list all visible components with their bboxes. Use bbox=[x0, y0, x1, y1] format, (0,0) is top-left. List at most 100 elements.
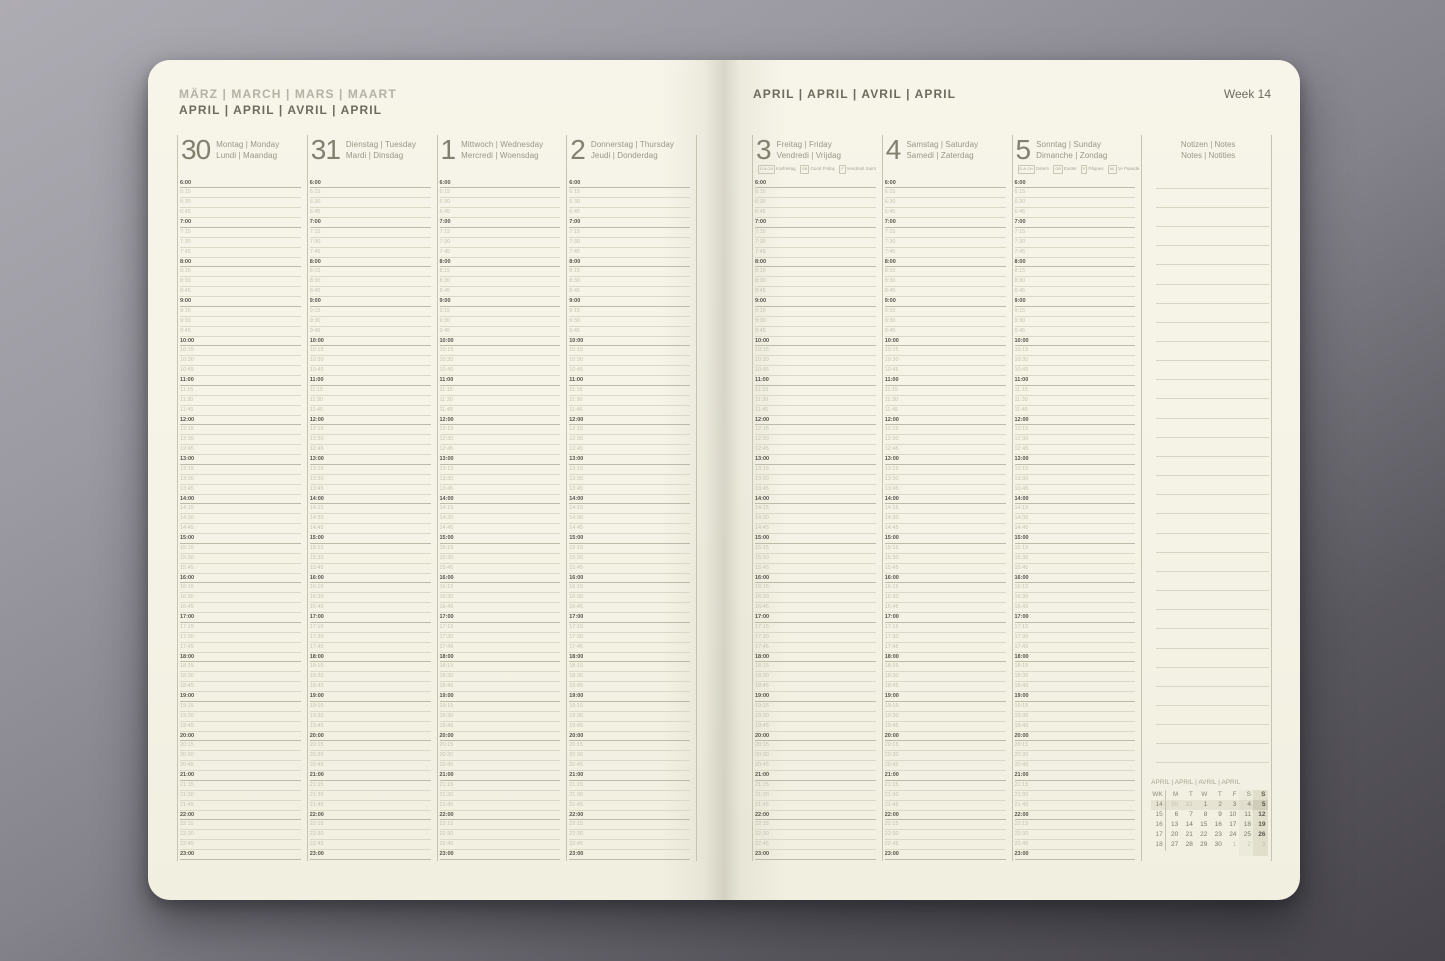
holiday-name: Good Friday bbox=[810, 166, 836, 171]
time-label: 10:15 bbox=[309, 347, 324, 354]
time-label: 20:15 bbox=[309, 742, 324, 749]
time-slot-row: 12:30 bbox=[755, 435, 876, 446]
time-label: 21:45 bbox=[439, 801, 454, 808]
time-label: 10:45 bbox=[569, 367, 584, 374]
time-label: 13:15 bbox=[439, 465, 454, 472]
notes-title-line1: Notizen | Notes bbox=[1180, 140, 1236, 149]
time-label: 20:45 bbox=[1014, 762, 1029, 769]
time-label: 12:15 bbox=[1014, 426, 1029, 433]
time-label: 15:00 bbox=[1014, 535, 1029, 541]
cal-day-cell: 2 bbox=[1209, 799, 1225, 810]
time-slot-row: 8:15 bbox=[309, 267, 431, 278]
time-label: 19:30 bbox=[309, 712, 324, 719]
time-label: 21:30 bbox=[439, 791, 454, 798]
time-slot-row: 21:15 bbox=[439, 781, 561, 791]
cal-day-cell: 2 bbox=[1238, 840, 1254, 851]
time-slot-row: 18:30 bbox=[755, 672, 876, 683]
time-label: 9:15 bbox=[569, 307, 580, 314]
time-slot-row: 13:30 bbox=[180, 475, 301, 485]
time-slot-row: 10:15 bbox=[439, 346, 561, 357]
time-slot-row: 20:45 bbox=[1014, 761, 1136, 771]
time-slot-row: 22:45 bbox=[1014, 840, 1136, 850]
time-slot-row: 7:30 bbox=[439, 238, 561, 248]
time-slot-row: 19:15 bbox=[1014, 702, 1136, 712]
time-slot-row: 16:30 bbox=[309, 593, 431, 604]
time-slot-row: 20:00 bbox=[439, 732, 561, 742]
cal-day-cell: 21 bbox=[1185, 831, 1193, 839]
time-label: 8:45 bbox=[884, 288, 896, 295]
time-label: 11:15 bbox=[180, 386, 194, 393]
time-slot-row: 15:30 bbox=[439, 554, 561, 564]
time-label: 23:00 bbox=[309, 851, 324, 857]
time-slot-row: 19:30 bbox=[439, 712, 561, 722]
time-slot-row: 14:30 bbox=[1014, 514, 1136, 525]
time-slot-row: 12:15 bbox=[309, 425, 431, 436]
time-label: 13:15 bbox=[1014, 465, 1029, 472]
time-label: 9:30 bbox=[180, 317, 191, 324]
time-label: 15:30 bbox=[180, 554, 194, 561]
time-label: 19:30 bbox=[439, 712, 454, 719]
time-label: 15:45 bbox=[439, 564, 454, 571]
day-header-row: 2 Donnerstag | Thursday Jeudi | Donderdag bbox=[570, 136, 696, 164]
time-slot-row: 18:00 bbox=[884, 653, 1006, 663]
time-label: 6:45 bbox=[439, 209, 451, 216]
time-label: 19:15 bbox=[569, 702, 584, 709]
time-slot-row: 15:30 bbox=[755, 554, 876, 564]
time-slot-row: 7:15 bbox=[755, 228, 876, 238]
time-slot-row: 22:00 bbox=[884, 811, 1006, 821]
time-label: 17:15 bbox=[1014, 623, 1029, 630]
time-label: 14:45 bbox=[439, 525, 454, 532]
time-label: 14:00 bbox=[439, 495, 454, 502]
day-number: 30 bbox=[181, 134, 211, 165]
time-slot-row: 13:30 bbox=[755, 475, 876, 485]
time-slot-row: 20:15 bbox=[569, 741, 690, 752]
holiday-name: Easter bbox=[1063, 166, 1077, 171]
time-label: 18:30 bbox=[309, 673, 324, 680]
time-label: 10:30 bbox=[755, 357, 769, 364]
time-label: 20:15 bbox=[1014, 742, 1029, 749]
time-slot-row: 16:15 bbox=[884, 583, 1006, 594]
time-slot-row: 15:45 bbox=[884, 564, 1006, 574]
time-slot-row: 6:45 bbox=[755, 208, 876, 218]
time-slot-row: 18:30 bbox=[309, 672, 431, 683]
time-slot-row: 9:30 bbox=[884, 317, 1006, 327]
time-slot-row: 19:45 bbox=[569, 722, 690, 732]
time-slot-row: 18:45 bbox=[309, 682, 431, 692]
time-label: 20:00 bbox=[884, 732, 899, 739]
time-slot-row: 6:15 bbox=[1014, 188, 1136, 199]
day-column-5: 5 Sonntag | Sunday Dimanche | Zondag D A CH… bbox=[1013, 135, 1143, 861]
day-names-line2: Mercredi | Woensdag bbox=[461, 150, 539, 160]
time-slot-row: 21:30 bbox=[439, 791, 561, 801]
time-label: 10:45 bbox=[180, 367, 194, 374]
time-slot-row: 22:30 bbox=[180, 830, 301, 841]
time-slot-row: 18:00 bbox=[755, 653, 876, 663]
time-slot-row: 15:00 bbox=[439, 534, 561, 544]
month-heading: APRIL | APRIL | AVRIL | APRIL bbox=[753, 87, 957, 101]
time-slot-row: 12:45 bbox=[569, 445, 690, 455]
time-slot-row: 11:00 bbox=[180, 376, 301, 386]
time-slot-row: 17:45 bbox=[439, 643, 561, 653]
cal-header-cell: W bbox=[1201, 790, 1208, 798]
cal-day-cell: 16 bbox=[1214, 821, 1222, 829]
time-label: 10:30 bbox=[180, 357, 194, 364]
time-label: 22:30 bbox=[884, 831, 899, 838]
time-slot-row: 7:00 bbox=[180, 218, 301, 228]
day-number: 5 bbox=[1015, 134, 1032, 165]
time-slot-row: 14:30 bbox=[569, 514, 690, 525]
time-slot-row: 18:30 bbox=[180, 672, 301, 683]
time-slot-row: 18:15 bbox=[884, 662, 1006, 673]
time-slot-row: 9:45 bbox=[439, 327, 561, 337]
time-slot-row: 16:15 bbox=[755, 583, 876, 594]
time-label: 22:45 bbox=[884, 841, 899, 848]
time-slot-row: 13:45 bbox=[755, 485, 876, 495]
time-label: 13:30 bbox=[439, 475, 454, 482]
time-label: 15:30 bbox=[884, 554, 899, 561]
time-grid: 6:00 6:15 6:30 6:45 7:00 7:15 7:30 7:45 8:00 8:15… bbox=[180, 179, 301, 860]
time-slot-row: 8:45 bbox=[439, 287, 561, 297]
time-slot-row: 15:30 bbox=[180, 554, 301, 564]
time-slot-row: 10:30 bbox=[439, 356, 561, 367]
left-page-header: MÄRZ | MARCH | MARS | MAART APRIL | APRI… bbox=[179, 86, 397, 118]
time-slot-row: 17:45 bbox=[884, 643, 1006, 653]
time-slot-row: 10:15 bbox=[180, 346, 301, 357]
time-slot-row: 13:15 bbox=[569, 465, 690, 475]
